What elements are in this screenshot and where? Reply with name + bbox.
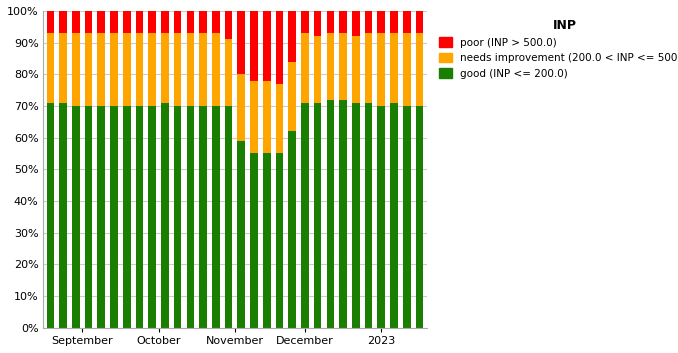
Bar [378,106,385,328]
Bar [47,33,54,103]
Bar [288,11,296,62]
Bar [199,33,207,106]
Bar [161,11,169,33]
Bar [327,100,334,328]
Bar [403,33,411,106]
Bar [174,33,182,106]
Bar [276,84,283,154]
Bar [237,74,245,141]
Bar [327,33,334,100]
Bar [47,103,54,328]
Bar [288,131,296,328]
Bar [378,11,385,33]
Bar [237,11,245,74]
Bar [314,103,321,328]
Bar [416,33,423,106]
Bar [212,106,220,328]
Bar [391,103,398,328]
Bar [136,33,143,106]
Bar [111,106,118,328]
Bar [186,11,194,33]
Bar [391,11,398,33]
Bar [72,11,79,33]
Bar [212,33,220,106]
Bar [276,154,283,328]
Bar [85,106,92,328]
Bar [352,11,359,36]
Bar [186,106,194,328]
Bar [199,11,207,33]
Bar [111,11,118,33]
Bar [123,106,131,328]
Bar [288,62,296,131]
Bar [403,106,411,328]
Bar [111,33,118,106]
Bar [85,33,92,106]
Bar [72,33,79,106]
Bar [250,80,258,154]
Bar [59,33,67,103]
Bar [174,11,182,33]
Bar [339,100,347,328]
Bar [72,106,79,328]
Bar [224,106,233,328]
Bar [250,154,258,328]
Bar [148,33,156,106]
Bar [339,33,347,100]
Bar [276,11,283,84]
Bar [327,11,334,33]
Bar [224,40,233,106]
Bar [161,103,169,328]
Bar [148,106,156,328]
Bar [365,11,372,33]
Bar [123,11,131,33]
Bar [148,11,156,33]
Bar [186,33,194,106]
Bar [98,33,105,106]
Bar [301,11,308,33]
Bar [314,11,321,36]
Bar [263,154,271,328]
Bar [47,11,54,33]
Bar [136,11,143,33]
Bar [212,11,220,33]
Bar [403,11,411,33]
Bar [98,11,105,33]
Bar [224,11,233,40]
Bar [352,36,359,103]
Bar [174,106,182,328]
Bar [314,36,321,103]
Bar [416,106,423,328]
Bar [301,103,308,328]
Bar [250,11,258,80]
Bar [365,33,372,103]
Bar [136,106,143,328]
Bar [378,33,385,106]
Legend: poor (INP > 500.0), needs improvement (200.0 < INP <= 500.0), good (INP <= 200.0: poor (INP > 500.0), needs improvement (2… [436,16,678,82]
Bar [365,103,372,328]
Bar [199,106,207,328]
Bar [301,33,308,103]
Bar [237,141,245,328]
Bar [59,11,67,33]
Bar [263,80,271,154]
Bar [98,106,105,328]
Bar [391,33,398,103]
Bar [85,11,92,33]
Bar [123,33,131,106]
Bar [59,103,67,328]
Bar [263,11,271,80]
Bar [161,33,169,103]
Bar [339,11,347,33]
Bar [352,103,359,328]
Bar [416,11,423,33]
